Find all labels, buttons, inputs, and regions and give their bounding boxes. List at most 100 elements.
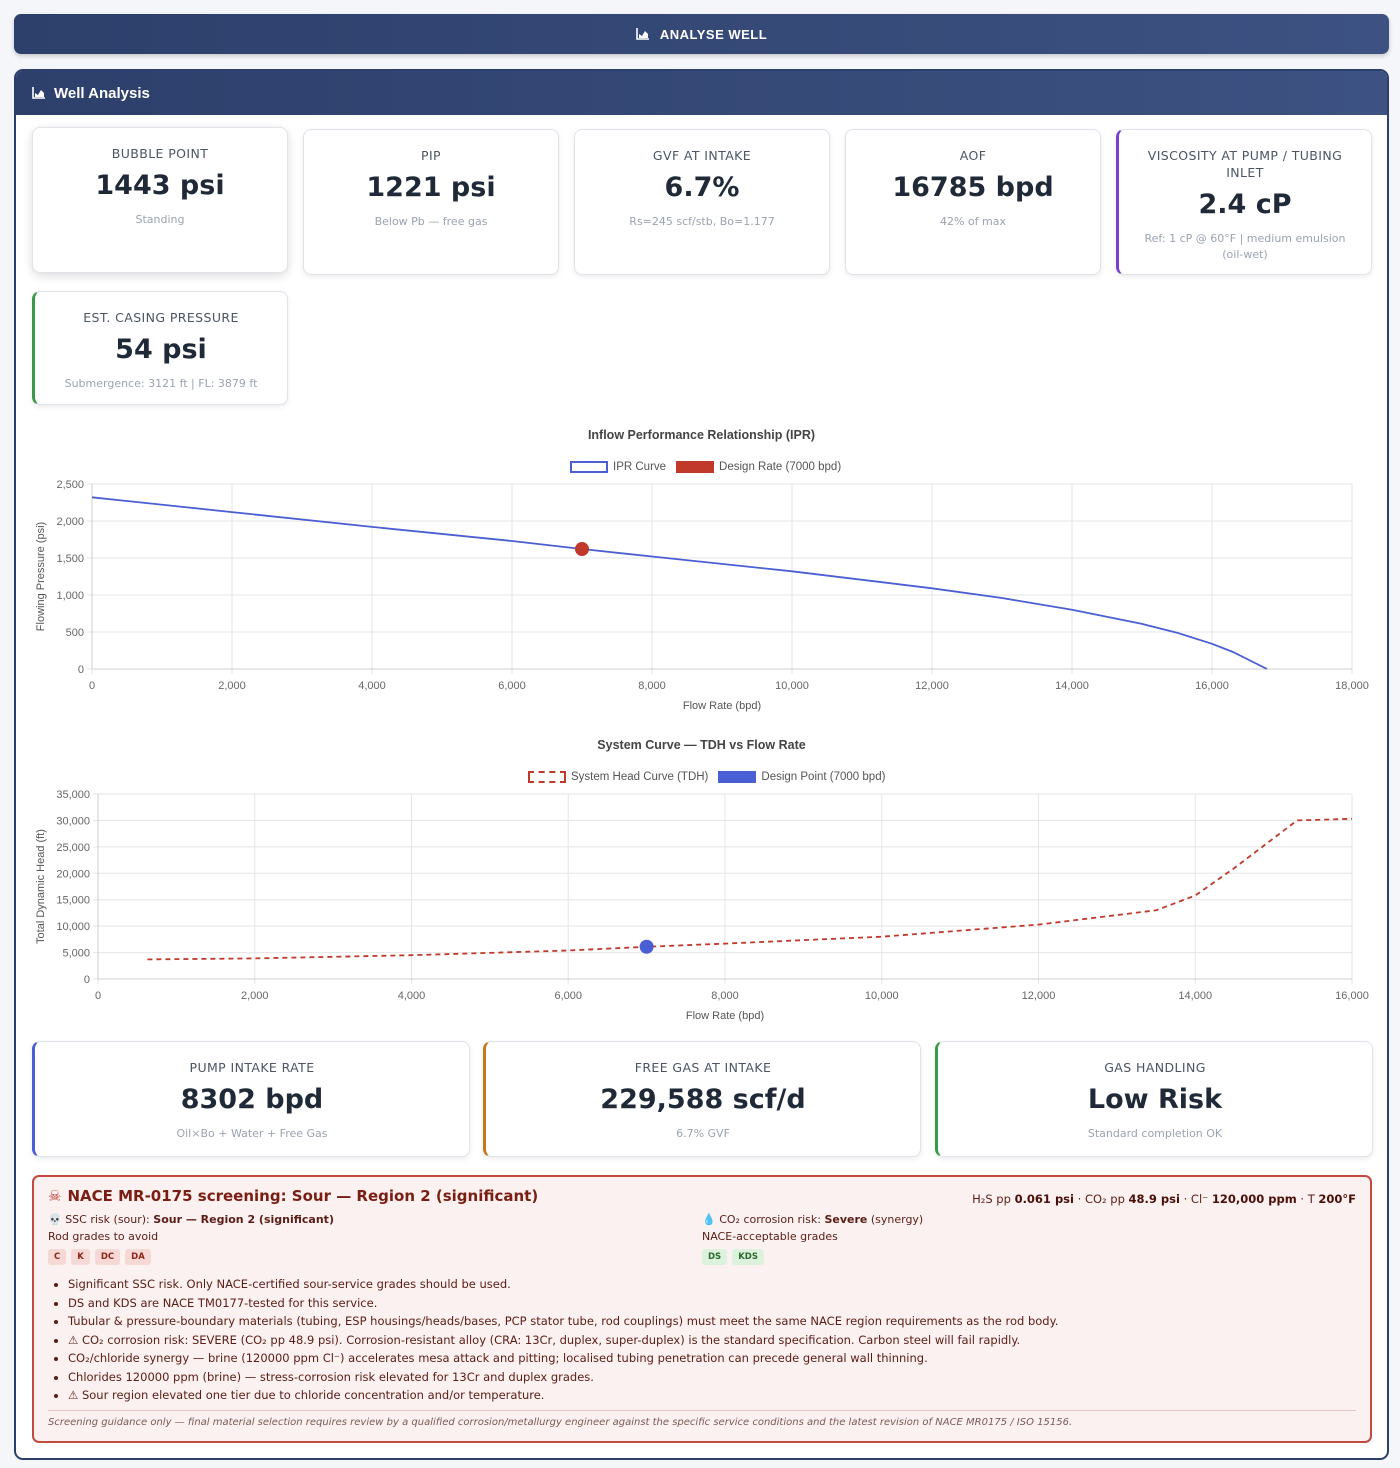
well-analysis-panel: Well Analysis BUBBLE POINT 1443 psi Stan… [14, 69, 1389, 1460]
avoid-grades-list: C K DC DA [48, 1249, 702, 1265]
card-label: FREE GAS AT INTAKE [634, 1060, 772, 1075]
gas-handling-card: GAS HANDLING Low Risk Standard completio… [935, 1041, 1373, 1157]
x-tick-label: 14,000 [1178, 990, 1212, 1002]
co2-value: 48.9 psi [1128, 1192, 1180, 1206]
nace-bullet: CO₂/chloride synergy — brine (120000 ppm… [68, 1349, 1356, 1368]
nace-screening-box: ☠ NACE MR-0175 screening: Sour — Region … [32, 1175, 1372, 1443]
card-label: VISCOSITY AT PUMP / TUBING INLET [1147, 148, 1343, 180]
legend-label: Design Point (7000 bpd) [761, 771, 886, 783]
card-label: GAS HANDLING [1104, 1060, 1206, 1075]
legend-item-system-curve[interactable]: System Head Curve (TDH) [528, 771, 708, 783]
x-tick-label: 6,000 [554, 990, 582, 1002]
grade-chip: DA [125, 1249, 151, 1265]
series-line [147, 817, 1353, 961]
x-tick-label: 6,000 [498, 680, 526, 692]
card-label: PIP [421, 148, 441, 163]
x-tick-label: 0 [95, 990, 101, 1002]
card-value: 1221 psi [366, 172, 496, 203]
legend-swatch [570, 461, 608, 473]
legend-item-design-rate[interactable]: Design Rate (7000 bpd) [676, 461, 841, 473]
x-tick-label: 10,000 [865, 990, 899, 1002]
card-sub: Rs=245 scf/stb, Bo=1.177 [629, 215, 775, 228]
y-axis-label: Total Dynamic Head (ft) [35, 829, 47, 944]
x-tick-label: 16,000 [1195, 680, 1229, 692]
gvf-card: GVF AT INTAKE 6.7% Rs=245 scf/stb, Bo=1.… [574, 129, 830, 275]
temperature-label: T [1307, 1192, 1315, 1206]
chart-icon [32, 87, 46, 99]
avoid-grades-label: Rod grades to avoid [48, 1230, 159, 1243]
system-chart: 0 2,000 4,000 6,000 8,000 10,000 12,000 14,000 1… [35, 789, 1369, 1022]
card-label: AOF [959, 148, 987, 163]
nace-bullet: Tubular & pressure-boundary materials (t… [68, 1312, 1356, 1331]
legend-label: Design Rate (7000 bpd) [719, 461, 842, 473]
nace-bullet: Chlorides 120000 ppm (brine) — stress-co… [68, 1368, 1356, 1387]
ipr-chart: 0 2,000 4,000 6,000 8,000 10,000 12,000 14,000 1… [35, 479, 1369, 712]
x-tick-label: 4,000 [398, 990, 426, 1002]
legend-item-design-point[interactable]: Design Point (7000 bpd) [718, 771, 885, 783]
legend-swatch [676, 461, 715, 473]
acceptable-grades-list: DS KDS [702, 1249, 1356, 1265]
x-tick-label: 12,000 [915, 680, 949, 692]
ipr-chart-title: Inflow Performance Relationship (IPR) [587, 428, 816, 442]
nace-bullet: DS and KDS are NACE TM0177-tested for th… [68, 1294, 1356, 1313]
nace-disclaimer: Screening guidance only — final material… [48, 1409, 1356, 1428]
free-gas-card: FREE GAS AT INTAKE 229,588 scf/d 6.7% GV… [483, 1041, 921, 1157]
h2s-label: H₂S pp [972, 1192, 1011, 1206]
temperature-value: 200°F [1318, 1192, 1356, 1206]
h2s-value: 0.061 psi [1014, 1192, 1074, 1206]
design-point-marker [575, 542, 589, 557]
y-tick-label: 2,500 [56, 479, 84, 491]
viscosity-card: VISCOSITY AT PUMP / TUBING INLET 2.4 cP … [1116, 129, 1372, 275]
y-tick-label: 35,000 [56, 789, 90, 801]
y-tick-label: 25,000 [56, 842, 90, 854]
x-tick-label: 0 [89, 680, 95, 692]
panel-header: Well Analysis [16, 71, 1387, 115]
ssc-column: 💀 SSC risk (sour): Sour — Region 2 (sign… [48, 1213, 702, 1265]
co2-risk-label: CO₂ corrosion risk: [719, 1213, 821, 1226]
pump-intake-card: PUMP INTAKE RATE 8302 bpd Oil×Bo + Water… [32, 1041, 470, 1157]
card-sub: Ref: 1 cP @ 60°F | medium emulsion (oil-… [1144, 232, 1346, 261]
card-value: 16785 bpd [892, 172, 1054, 203]
card-sub: Oil×Bo + Water + Free Gas [176, 1127, 328, 1140]
card-value: 6.7% [664, 172, 740, 203]
chloride-value: 120,000 ppm [1211, 1192, 1297, 1206]
ipr-legend: IPR Curve Design Rate (7000 bpd) [570, 461, 851, 473]
grade-chip: K [71, 1249, 90, 1265]
y-tick-label: 5,000 [62, 948, 90, 960]
droplet-icon: 💧 [702, 1213, 716, 1226]
legend-swatch [528, 771, 566, 783]
grade-chip: DS [702, 1249, 728, 1265]
grade-chip: C [48, 1249, 67, 1265]
card-value: 229,588 scf/d [600, 1084, 806, 1115]
y-tick-label: 1,500 [56, 553, 84, 565]
y-tick-label: 1,000 [56, 590, 84, 602]
ssc-risk-label: SSC risk (sour): [65, 1213, 150, 1226]
aof-card: AOF 16785 bpd 42% of max [845, 129, 1101, 275]
nace-bullet: ⚠ CO₂ corrosion risk: SEVERE (CO₂ pp 48.… [68, 1331, 1356, 1350]
x-tick-label: 8,000 [638, 680, 666, 692]
legend-label: IPR Curve [613, 461, 667, 473]
y-tick-label: 0 [78, 664, 84, 676]
nace-title: ☠ NACE MR-0175 screening: Sour — Region … [48, 1187, 1356, 1205]
legend-label: System Head Curve (TDH) [571, 771, 709, 783]
y-tick-label: 15,000 [56, 895, 90, 907]
nace-params: H₂S pp 0.061 psi · CO₂ pp 48.9 psi · Cl⁻… [972, 1192, 1356, 1206]
nace-bullet-list: Significant SSC risk. Only NACE-certifie… [48, 1275, 1356, 1405]
x-tick-label: 8,000 [711, 990, 739, 1002]
co2-label: CO₂ pp [1084, 1192, 1125, 1206]
design-point-marker [639, 939, 654, 954]
separator: · [1183, 1192, 1188, 1206]
card-value: 8302 bpd [180, 1084, 324, 1115]
co2-risk: 💧 CO₂ corrosion risk: Severe (synergy) [702, 1213, 1356, 1226]
x-tick-label: 10,000 [775, 680, 809, 692]
analyse-well-button[interactable]: ANALYSE WELL [14, 14, 1389, 54]
card-label: GVF AT INTAKE [652, 148, 752, 163]
analyse-well-label: ANALYSE WELL [659, 26, 768, 42]
nace-columns: 💀 SSC risk (sour): Sour — Region 2 (sign… [48, 1213, 1356, 1265]
x-axis-label: Flow Rate (bpd) [683, 700, 761, 712]
card-sub: Standard completion OK [1087, 1127, 1223, 1140]
separator: · [1300, 1192, 1305, 1206]
legend-item-ipr[interactable]: IPR Curve [570, 461, 666, 473]
card-sub: Submergence: 3121 ft | FL: 3879 ft [64, 377, 258, 390]
skull-crossbones-icon: ☠ [48, 1187, 62, 1205]
